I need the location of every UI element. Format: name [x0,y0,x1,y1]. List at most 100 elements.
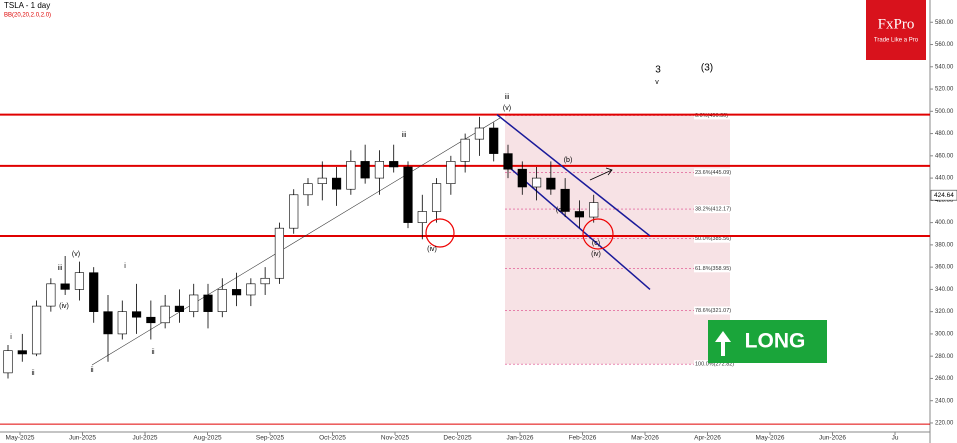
candle-body [503,153,513,170]
y-tick-label: 520.00 [935,87,954,93]
last-price-label: 424.64 [934,192,954,199]
logo-name: FxPro [878,16,915,32]
y-tick-label: 500.00 [935,109,954,115]
wave-label: ii [90,367,94,374]
wave-label: iii [58,265,63,272]
candle-body [203,294,213,312]
candle-body [17,350,27,355]
candle-body [517,168,527,188]
candle-body [146,316,156,324]
projection-arrow [589,167,613,181]
fib-label-bg [694,205,730,214]
channel-upper [496,114,651,237]
wave-label: i [10,334,12,341]
x-tick-label: Jan-2026 [506,435,533,442]
wave-label: (c) [592,240,600,247]
candle-body [60,283,70,290]
y-tick-label: 440.00 [935,176,954,182]
candle-body [289,194,299,229]
wave-label: iii [402,132,407,139]
wave-label: (v) [503,105,511,112]
candle-body [374,161,385,179]
y-tick-label: 400.00 [935,220,954,226]
candle-body [46,283,56,307]
wave-label: (b) [564,157,573,164]
fib-label-bg [694,360,730,369]
x-tick-label: Jun-2026 [819,435,846,442]
signal-label: LONG [745,330,806,353]
y-tick-label: 540.00 [935,64,954,70]
x-tick-label: Nov-2025 [381,435,410,442]
y-tick-label: 480.00 [935,131,954,137]
wave-label: i [124,263,126,270]
x-tick-label: Jul-2025 [133,435,158,442]
x-tick-label: Apr-2026 [694,435,721,442]
logo-tagline: Trade Like a Pro [874,38,919,44]
x-tick-label: Sep-2025 [256,435,285,442]
y-tick-label: 340.00 [935,287,954,293]
candle-body [260,277,270,285]
candle-body [74,272,85,290]
y-tick-label: 580.00 [935,20,954,26]
candle-body [3,350,13,374]
x-tick-label: Dec-2025 [443,435,472,442]
wave-label: (iv) [427,246,437,253]
y-tick-label: 420.00 [935,198,954,204]
fib-label: 78.6%(321.07) [695,308,731,314]
wave-label: v [655,79,659,86]
channel-lower [504,163,651,290]
candle-body [174,305,185,312]
x-tick-label: Feb-2026 [569,435,597,442]
y-tick-label: 380.00 [935,242,954,248]
candle-body [231,289,242,296]
y-tick-label: 240.00 [935,398,954,404]
y-tick-label: 560.00 [935,42,954,48]
candle-body [574,211,585,218]
candle-body [360,161,370,179]
wave-label: iii [505,94,510,101]
fib-label-bg [694,264,730,273]
y-tick-label: 260.00 [935,376,954,382]
candle-body [589,202,599,218]
candle-body [489,127,499,154]
fib-label: 0.0%(496.30) [695,113,728,119]
candle-body [460,138,470,162]
candle-body [246,283,256,296]
chart-title: TSLA - 1 day [4,1,50,10]
y-tick-label: 320.00 [935,309,954,315]
fib-label: 23.6%(445.09) [695,170,731,176]
wave-label: (v) [72,251,80,258]
last-price-box [930,189,957,201]
y-tick-label: 460.00 [935,153,954,159]
logo-box [866,0,926,60]
candle-body [531,177,542,188]
candle-body [103,311,113,335]
fib-label-bg [694,168,730,177]
candle-body [303,183,313,196]
highlight-circle [425,218,455,248]
candle-body [117,311,127,335]
wave-label: (iv) [59,303,69,310]
y-tick-label: 300.00 [935,331,954,337]
candle-body [160,305,170,324]
fib-label: 50.0%(385.56) [695,236,731,242]
candle-body [274,227,285,279]
candle-body [89,272,99,312]
candle-body [317,177,327,184]
fib-label: 100.0%(272.82) [695,362,734,368]
candle-body [189,294,199,312]
y-tick-label: 220.00 [935,421,954,427]
candle-body [431,183,442,212]
signal-arrow [715,331,731,356]
trend-line [91,117,501,366]
x-tick-label: May-2026 [756,435,785,442]
candle-body [217,289,227,312]
x-tick-label: May-2025 [6,435,35,442]
wave-label: (c) [556,207,564,214]
candle-body [331,177,342,190]
x-tick-label: Ju [892,435,899,442]
fib-label: 61.8%(358.95) [695,266,731,272]
x-tick-label: Mar-2026 [631,435,659,442]
fib-label-bg [694,306,730,315]
